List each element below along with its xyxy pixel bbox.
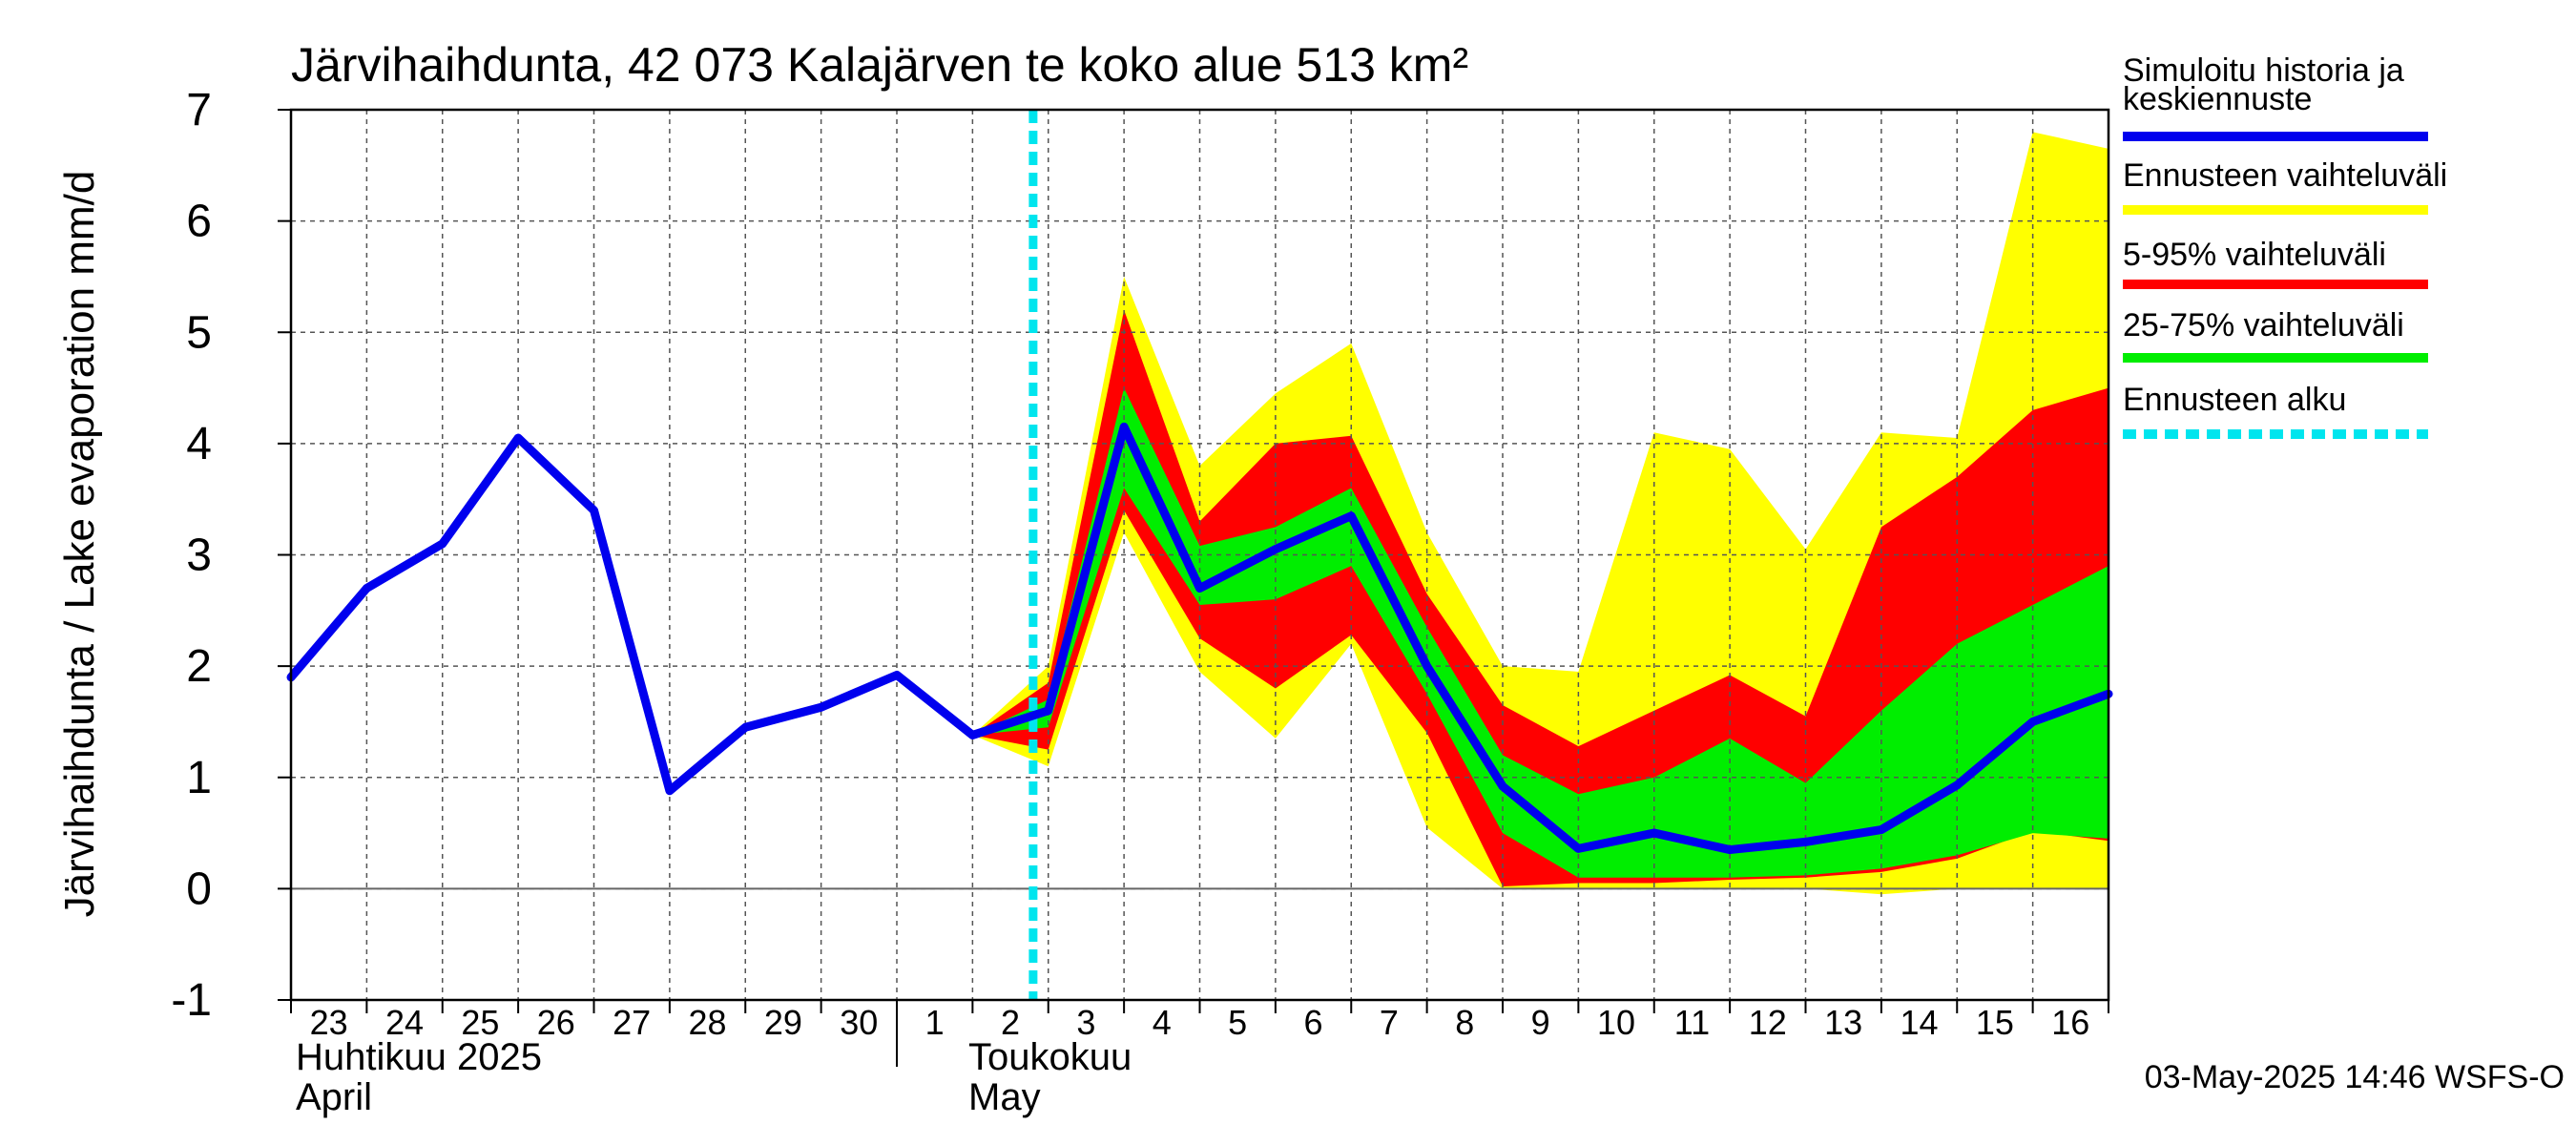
x-tick-label: 7	[1380, 1003, 1399, 1042]
series-line-simulated	[286, 422, 2113, 855]
y-tick-label: -1	[171, 975, 212, 1026]
y-tick-label: 0	[186, 864, 212, 914]
x-tick-label: 23	[310, 1003, 348, 1042]
x-tick-label: 1	[925, 1003, 945, 1042]
x-tick-label: 28	[689, 1003, 727, 1042]
y-tick-label: 5	[186, 307, 212, 358]
x-tick-label: 3	[1076, 1003, 1095, 1042]
x-tick-label: 2	[1001, 1003, 1020, 1042]
x-tick-label: 27	[613, 1003, 651, 1042]
x-tick-label: 10	[1597, 1003, 1635, 1042]
y-tick-label: 2	[186, 641, 212, 692]
band-25-75	[972, 387, 2109, 878]
y-tick-label: 6	[186, 197, 212, 247]
x-tick-label: 16	[2051, 1003, 2089, 1042]
x-tick-label: 25	[461, 1003, 499, 1042]
y-tick-label: 3	[186, 531, 212, 581]
x-tick-label: 12	[1749, 1003, 1787, 1042]
legend-label: keskiennuste	[2123, 81, 2312, 117]
x-tick-label: 29	[764, 1003, 802, 1042]
x-tick-label: 24	[385, 1003, 424, 1042]
x-tick-label: 8	[1455, 1003, 1474, 1042]
legend-label: Simuloitu historia ja	[2123, 52, 2404, 89]
y-tick-label: 4	[186, 419, 212, 469]
legend-label: 5-95% vaihteluväli	[2123, 237, 2386, 273]
x-tick-label: 6	[1304, 1003, 1323, 1042]
x-tick-label: 15	[1976, 1003, 2014, 1042]
y-tick-label: 7	[186, 85, 212, 135]
month-label-fi: Toukokuu	[968, 1036, 1132, 1078]
x-tick-label: 30	[840, 1003, 878, 1042]
month-label-en: April	[296, 1076, 372, 1118]
y-axis-label: Järvihaihdunta / Lake evaporation mm/d	[56, 171, 103, 918]
x-tick-label: 26	[537, 1003, 575, 1042]
x-tick-label: 13	[1824, 1003, 1862, 1042]
legend-label: 25-75% vaihteluväli	[2123, 307, 2404, 344]
month-label-en: May	[968, 1076, 1041, 1118]
legend-label: Ennusteen vaihteluväli	[2123, 157, 2447, 194]
band-5-95	[972, 309, 2109, 887]
x-tick-label: 14	[1901, 1003, 1939, 1042]
chart-title: Järvihaihdunta, 42 073 Kalajärven te kok…	[291, 38, 1468, 92]
month-label-fi: Huhtikuu 2025	[296, 1036, 542, 1078]
x-tick-label: 11	[1674, 1003, 1710, 1042]
legend-label: Ennusteen alku	[2123, 382, 2346, 418]
x-tick-label: 4	[1153, 1003, 1172, 1042]
timestamp-footer: 03-May-2025 14:46 WSFS-O	[2145, 1059, 2565, 1095]
x-tick-label: 9	[1531, 1003, 1550, 1042]
x-tick-label: 5	[1228, 1003, 1247, 1042]
y-tick-label: 1	[186, 753, 212, 803]
